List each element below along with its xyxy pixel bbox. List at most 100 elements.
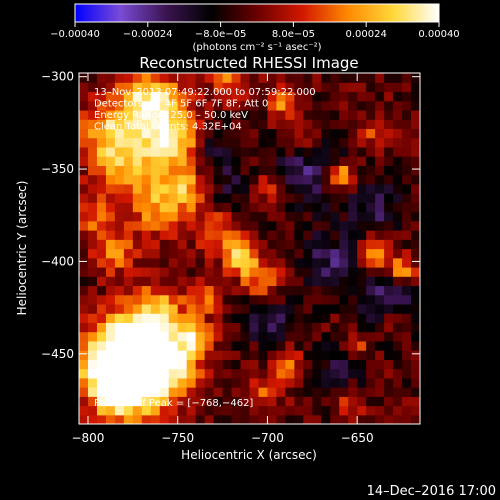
heatmap-cell xyxy=(114,285,125,296)
heatmap-cell xyxy=(213,313,224,323)
heatmap-cell xyxy=(114,266,125,277)
heatmap-cell xyxy=(393,396,403,407)
heatmap-cell xyxy=(321,137,331,148)
heatmap-cell xyxy=(303,109,313,120)
heatmap-cell xyxy=(303,183,313,194)
heatmap-cell xyxy=(402,183,412,194)
heatmap-cell xyxy=(168,313,179,323)
heatmap-cell xyxy=(114,239,125,250)
heatmap-cell xyxy=(240,350,251,360)
heatmap-cell xyxy=(96,276,107,287)
heatmap-cell xyxy=(132,414,143,424)
heatmap-cell xyxy=(213,202,224,213)
heatmap-cell xyxy=(159,313,170,323)
heatmap-cell xyxy=(222,377,233,388)
y-tick-label: −450 xyxy=(41,347,74,361)
heatmap-cell xyxy=(249,331,260,342)
heatmap-cell xyxy=(357,165,367,176)
heatmap-cell xyxy=(222,396,233,407)
heatmap-cell xyxy=(267,119,278,130)
heatmap-cell xyxy=(123,119,134,130)
heatmap-cell xyxy=(123,294,134,305)
heatmap-cell xyxy=(285,368,295,379)
heatmap-cell xyxy=(393,202,403,213)
heatmap-cell xyxy=(79,359,89,370)
heatmap-cell xyxy=(141,109,152,120)
heatmap-cell xyxy=(285,359,295,370)
heatmap-cell xyxy=(177,211,188,222)
heatmap-cell xyxy=(285,387,295,397)
heatmap-cell xyxy=(267,396,278,407)
heatmap-cell xyxy=(321,82,331,93)
heatmap-cell xyxy=(79,368,89,379)
heatmap-cell xyxy=(303,276,313,287)
heatmap-cell xyxy=(402,368,412,379)
heatmap-cell xyxy=(204,294,215,305)
heatmap-cell xyxy=(105,414,116,424)
heatmap-cell xyxy=(105,303,116,314)
heatmap-cell xyxy=(330,276,340,287)
heatmap-cell xyxy=(195,202,206,213)
heatmap-cell xyxy=(213,128,224,139)
heatmap-cell xyxy=(321,257,331,268)
heatmap-cell xyxy=(312,276,322,287)
heatmap-cell xyxy=(357,183,367,194)
heatmap-cell xyxy=(87,165,98,176)
heatmap-cell xyxy=(186,313,197,323)
heatmap-cell xyxy=(393,313,403,323)
heatmap-cell xyxy=(222,285,233,296)
heatmap-cell xyxy=(231,368,242,379)
heatmap-cell xyxy=(114,128,125,139)
heatmap-cell xyxy=(231,174,242,185)
heatmap-cell xyxy=(357,303,367,314)
heatmap-cell xyxy=(159,230,170,240)
heatmap-cell xyxy=(96,109,107,120)
heatmap-cell xyxy=(348,387,358,397)
heatmap-cell xyxy=(258,119,269,130)
heatmap-cell xyxy=(132,359,143,370)
heatmap-cell xyxy=(249,73,260,83)
heatmap-cell xyxy=(159,396,170,407)
heatmap-cell xyxy=(411,100,420,111)
heatmap-cell xyxy=(87,156,98,166)
heatmap-cell xyxy=(276,294,286,305)
heatmap-cell xyxy=(366,202,376,213)
heatmap-cell xyxy=(123,174,134,185)
heatmap-cell xyxy=(168,387,179,397)
heatmap-cell xyxy=(231,91,242,102)
heatmap-cell xyxy=(312,350,322,360)
heatmap-cell xyxy=(402,387,412,397)
heatmap-cell xyxy=(312,119,322,130)
heatmap-cell xyxy=(186,193,197,203)
heatmap-cell xyxy=(159,331,170,342)
heatmap-cell xyxy=(303,165,313,176)
heatmap-cell xyxy=(330,230,340,240)
heatmap-cell xyxy=(87,276,98,287)
heatmap-cell xyxy=(213,193,224,203)
heatmap-cell xyxy=(114,377,125,388)
heatmap-cell xyxy=(240,368,251,379)
heatmap-cell xyxy=(267,220,278,231)
heatmap-cell xyxy=(267,211,278,222)
heatmap-cell xyxy=(411,248,420,259)
heatmap-cell xyxy=(114,414,125,424)
peak-position-label: Position of Peak = [−768,−462] xyxy=(94,398,253,409)
heatmap-cell xyxy=(159,100,170,111)
heatmap-cell xyxy=(249,91,260,102)
heatmap-cell xyxy=(393,100,403,111)
heatmap-cell xyxy=(294,202,304,213)
heatmap-cell xyxy=(195,239,206,250)
heatmap-cell xyxy=(168,128,179,139)
heatmap-cell xyxy=(177,350,188,360)
heatmap-cell xyxy=(375,165,385,176)
heatmap-cell xyxy=(294,183,304,194)
heatmap-cell xyxy=(285,137,295,148)
heatmap-cell xyxy=(285,414,295,424)
heatmap-cell xyxy=(258,91,269,102)
heatmap-cell xyxy=(159,156,170,166)
heatmap-cell xyxy=(213,257,224,268)
heatmap-cell xyxy=(312,91,322,102)
heatmap-cell xyxy=(357,257,367,268)
heatmap-cell xyxy=(312,183,322,194)
heatmap-cell xyxy=(249,128,260,139)
